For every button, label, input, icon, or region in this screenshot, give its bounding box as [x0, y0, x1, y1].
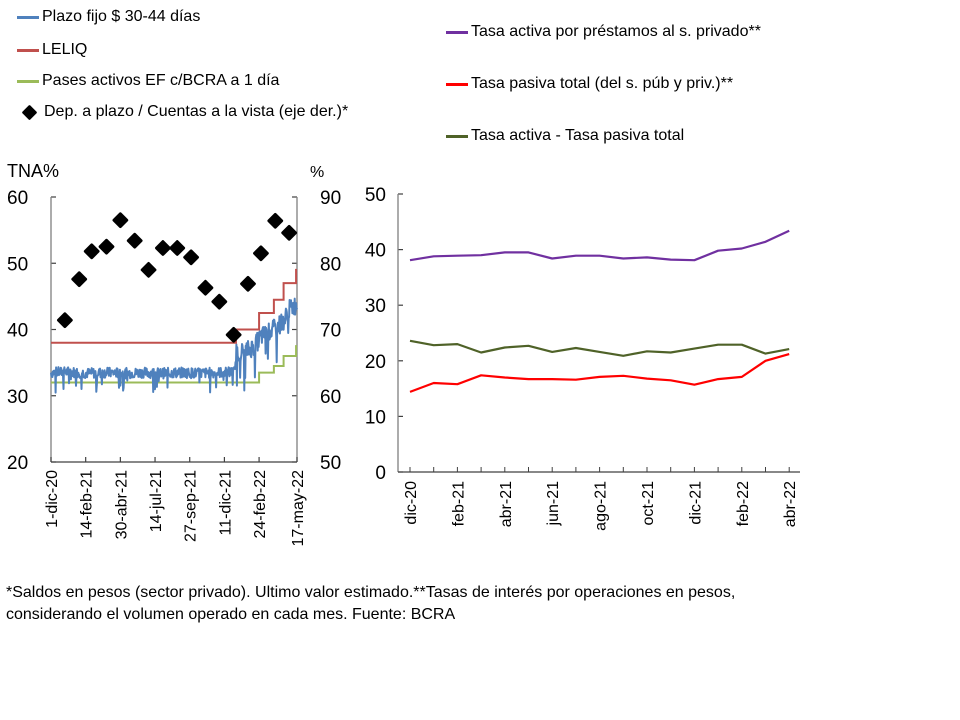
y-tick-label: 40	[365, 241, 386, 262]
y-tick-label-right: 60	[320, 387, 341, 408]
legend-item-tasa-activa: Tasa activa por préstamos al s. privado*…	[446, 23, 761, 41]
x-tick-label: dic-20	[403, 481, 420, 525]
deposit-ratio-point	[126, 232, 143, 249]
series-tasa-activa-line	[409, 229, 790, 262]
series-spread-line	[409, 339, 790, 357]
footnote: *Saldos en pesos (sector privado). Ultim…	[6, 584, 736, 623]
y-tick-label: 40	[7, 321, 28, 342]
x-tick-label: abr-22	[782, 481, 799, 527]
y-tick-label: 60	[7, 188, 28, 209]
diamond-marker-icon	[21, 104, 38, 120]
deposit-ratio-point	[71, 271, 88, 288]
deposit-ratio-point	[240, 275, 256, 292]
legend-label: Pases activos EF c/BCRA a 1 día	[42, 72, 280, 89]
x-tick-label: 14-feb-21	[79, 470, 96, 539]
legend-item-depositos: Dep. a plazo / Cuentas a la vista (eje d…	[17, 103, 348, 121]
deposit-ratio-point	[140, 262, 157, 278]
x-tick-label: oct-21	[640, 481, 657, 526]
legend-label: Tasa activa por préstamos al s. privado*…	[471, 23, 761, 40]
deposit-ratio-point	[197, 279, 214, 296]
deposit-ratio-point	[253, 245, 269, 262]
legend-label: LELIQ	[42, 41, 88, 58]
deposit-ratio-point	[211, 293, 228, 310]
x-tick-label: abr-21	[498, 481, 515, 527]
legend-label: Tasa activa - Tasa pasiva total	[471, 127, 685, 144]
left-axis-title: TNA%	[7, 161, 59, 181]
deposit-ratio-point	[112, 212, 129, 229]
y-tick-label: 50	[365, 185, 386, 206]
y-tick-label-right: 80	[320, 254, 341, 275]
legend-item-spread: Tasa activa - Tasa pasiva total	[446, 127, 684, 145]
legend-label: Tasa pasiva total (del s. púb y priv.)**	[471, 75, 734, 92]
deposit-ratio-point	[83, 243, 100, 260]
legend-label: Dep. a plazo / Cuentas a la vista (eje d…	[44, 103, 349, 120]
deposit-ratio-point	[169, 240, 186, 256]
right-chart: 0 10 20 30 40 50 dic-20 feb-21 abr-21 jun-21 ago-…	[365, 185, 800, 531]
legend-line-icon	[17, 79, 39, 83]
x-tick-label: jun-21	[545, 481, 562, 527]
deposit-ratio-point	[225, 326, 242, 343]
deposit-ratio-point	[155, 240, 171, 256]
legend-line-icon	[446, 30, 468, 34]
y-tick-label: 20	[365, 352, 386, 373]
legend-item-tasa-pasiva: Tasa pasiva total (del s. púb y priv.)**	[446, 75, 733, 93]
deposit-ratio-point	[183, 249, 199, 266]
y-tick-label-right: 70	[320, 321, 341, 342]
deposit-ratio-point	[281, 224, 298, 241]
left-chart: TNA% % 20 30 40 50 60 50 60 70 80 90 1-dic-20 14-…	[7, 161, 341, 547]
legend-line-icon	[446, 134, 468, 138]
y-tick-label-right: 90	[320, 188, 341, 209]
x-tick-label: dic-21	[687, 481, 704, 525]
x-tick-label: ago-21	[593, 481, 610, 531]
x-tick-label: 24-feb-22	[252, 470, 269, 539]
y-tick-label: 20	[7, 453, 28, 474]
right-axis-title: %	[310, 164, 324, 181]
legend-item-plazo-fijo: Plazo fijo $ 30-44 días	[17, 8, 200, 26]
x-tick-label: 14-jul-21	[148, 470, 165, 532]
series-pases-line	[51, 345, 298, 384]
y-tick-label-right: 50	[320, 453, 341, 474]
y-tick-label: 30	[7, 387, 28, 408]
series-plazo-fijo-line	[50, 297, 298, 394]
legend-item-pases: Pases activos EF c/BCRA a 1 día	[17, 72, 279, 90]
deposit-ratio-point	[267, 212, 284, 229]
y-tick-label: 50	[7, 254, 28, 275]
x-tick-label: 30-abr-21	[113, 470, 130, 539]
deposit-ratio-point	[98, 238, 115, 255]
legend-line-icon	[446, 82, 468, 86]
y-tick-label: 0	[375, 463, 386, 484]
x-tick-label: 1-dic-20	[44, 470, 61, 528]
x-tick-label: 17-may-22	[290, 470, 307, 547]
deposit-ratio-point	[57, 312, 73, 329]
series-tasa-pasiva-line	[409, 353, 790, 393]
legend-item-leliq: LELIQ	[17, 41, 87, 59]
y-tick-label: 10	[365, 407, 386, 428]
x-tick-label: feb-22	[735, 481, 752, 526]
x-tick-label: 11-dic-21	[217, 470, 234, 536]
x-tick-label: feb-21	[450, 481, 467, 526]
x-tick-label: 27-sep-21	[183, 470, 200, 542]
legend-label: Plazo fijo $ 30-44 días	[42, 8, 201, 25]
legend-line-icon	[17, 15, 39, 19]
legend-line-icon	[17, 48, 39, 52]
y-tick-label: 30	[365, 296, 386, 317]
